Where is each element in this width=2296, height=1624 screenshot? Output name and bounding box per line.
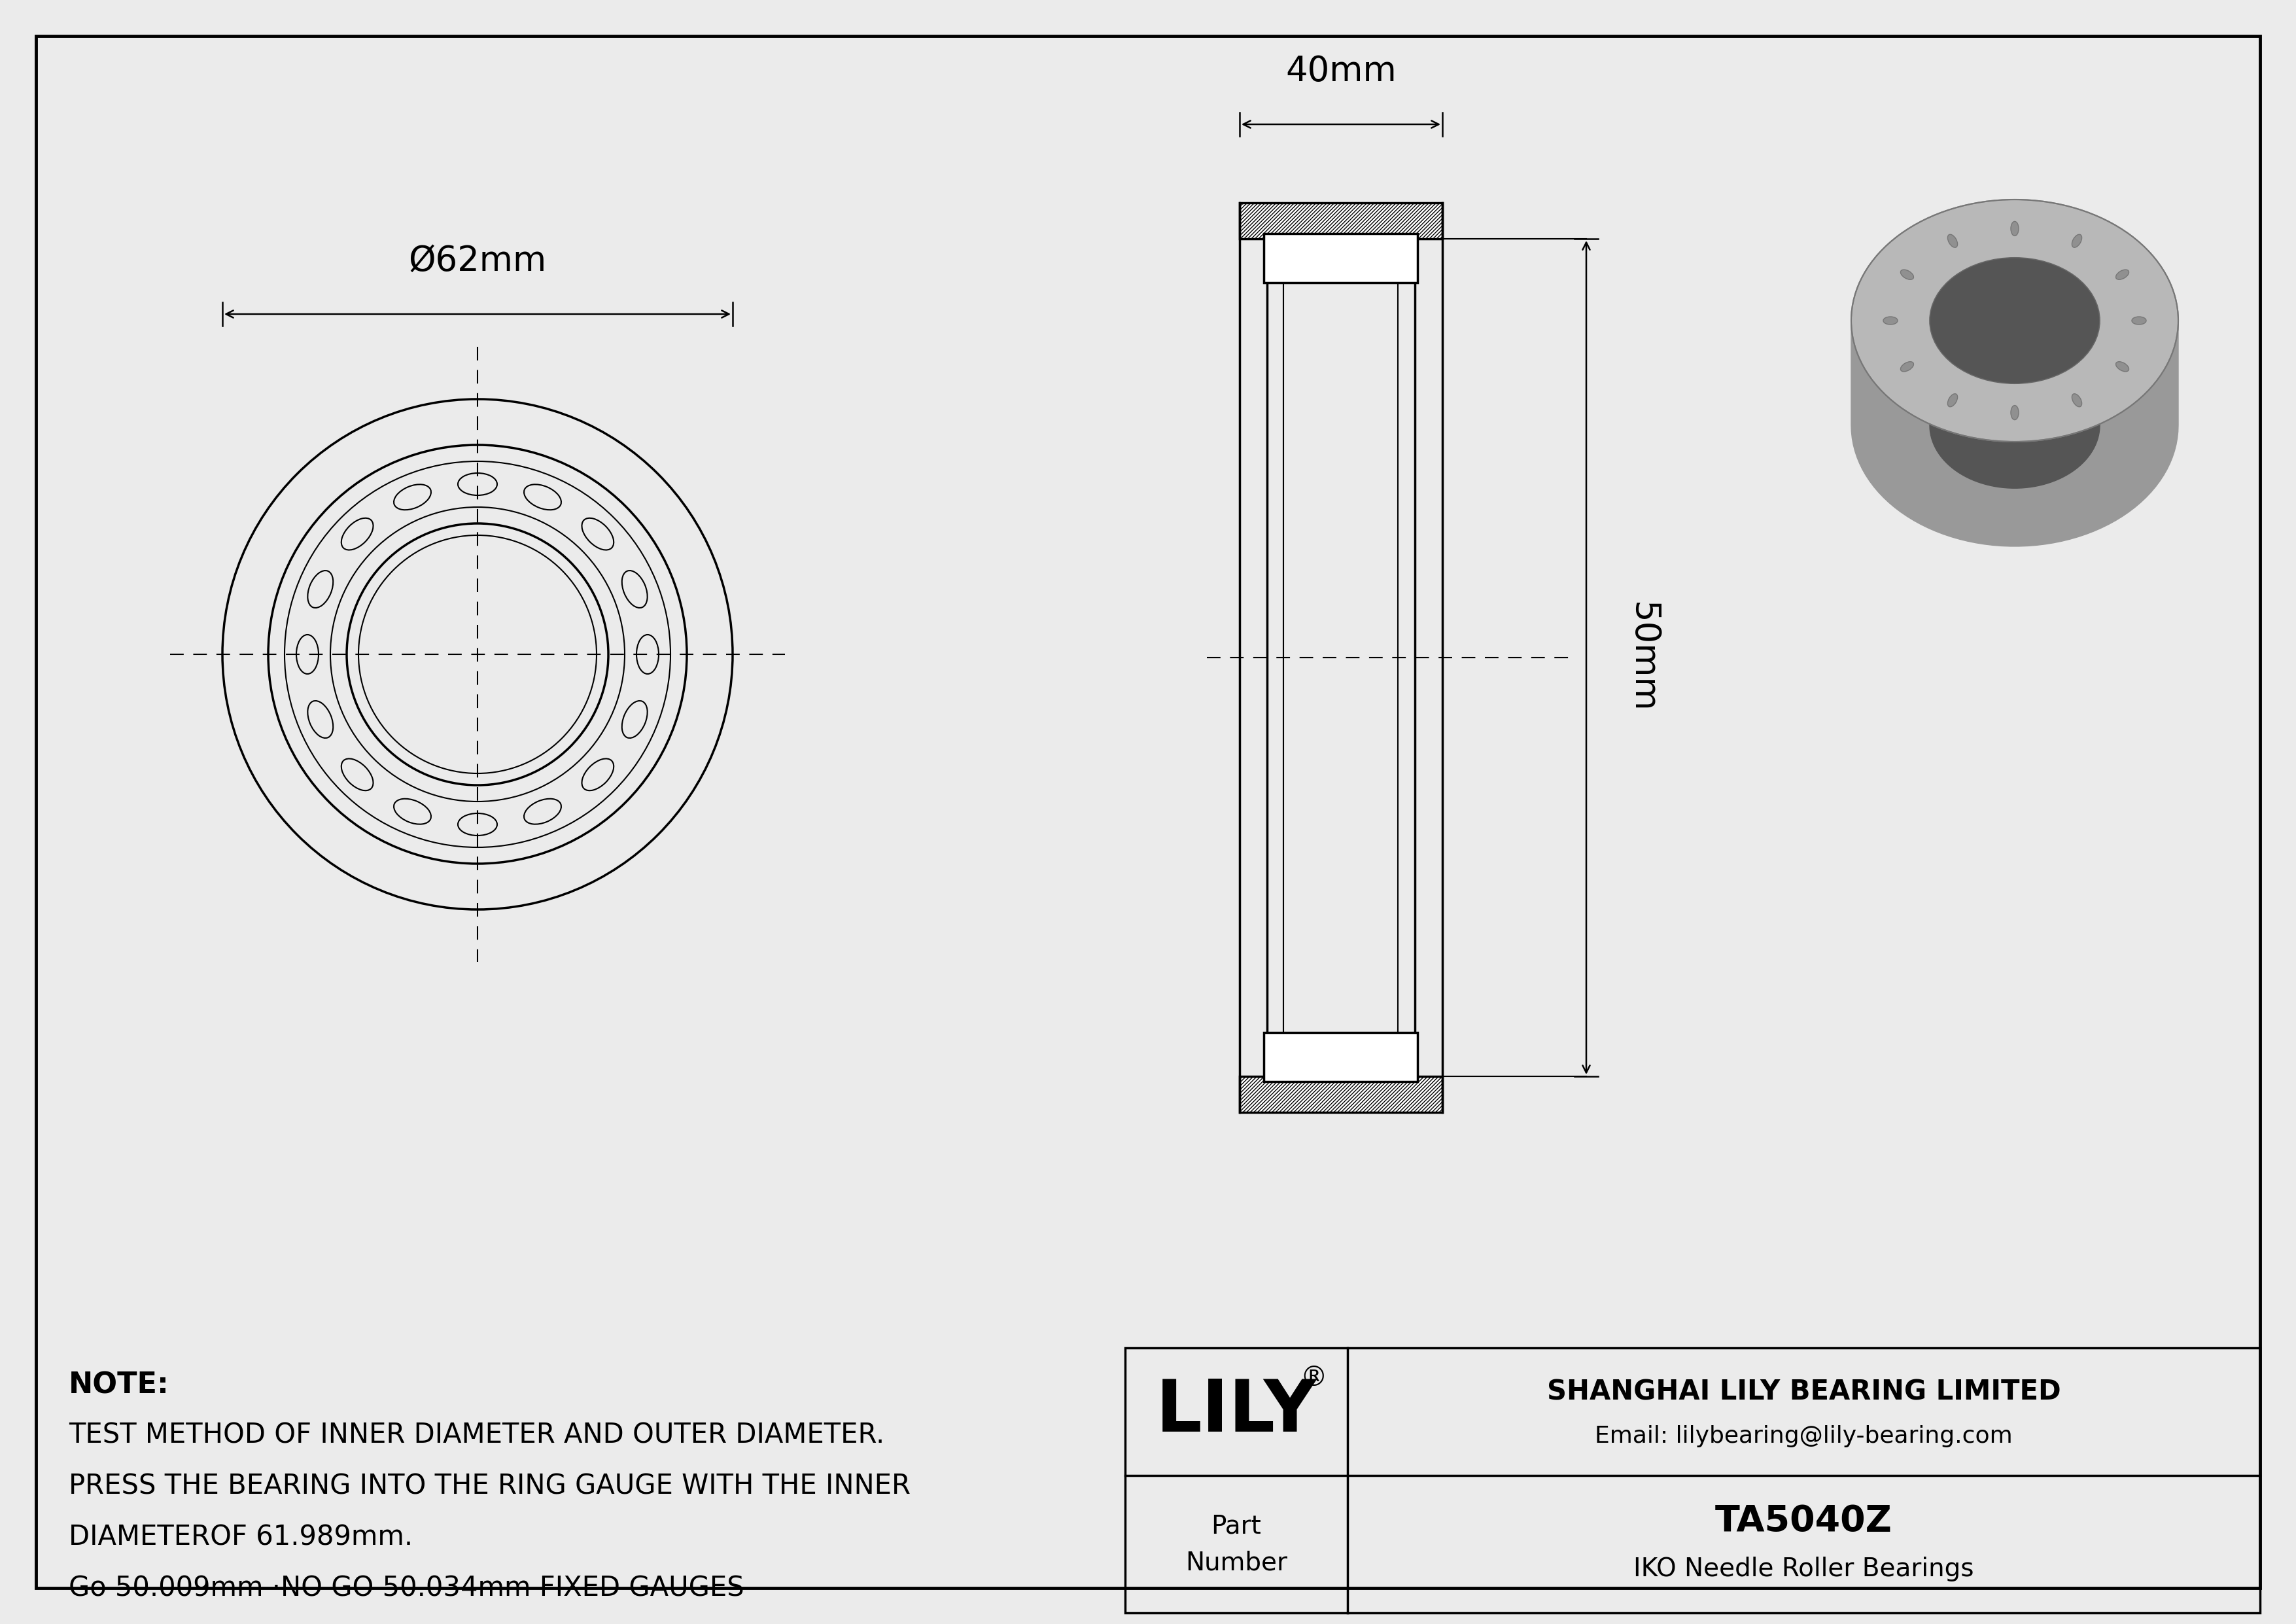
Ellipse shape xyxy=(1947,234,1958,247)
Bar xyxy=(1240,203,1442,239)
Polygon shape xyxy=(1929,320,2101,489)
Text: Part
Number: Part Number xyxy=(1185,1514,1288,1575)
Ellipse shape xyxy=(1947,393,1958,408)
Text: TA5040Z: TA5040Z xyxy=(1715,1504,1892,1540)
Text: 40mm: 40mm xyxy=(1286,54,1396,88)
Text: ®: ® xyxy=(1300,1364,1327,1392)
Ellipse shape xyxy=(2131,317,2147,325)
Ellipse shape xyxy=(2117,362,2128,372)
Text: TEST METHOD OF INNER DIAMETER AND OUTER DIAMETER.: TEST METHOD OF INNER DIAMETER AND OUTER … xyxy=(69,1423,884,1449)
Ellipse shape xyxy=(1929,258,2101,383)
Bar xyxy=(1265,234,1419,283)
Text: 50mm: 50mm xyxy=(1626,603,1660,713)
Text: PRESS THE BEARING INTO THE RING GAUGE WITH THE INNER: PRESS THE BEARING INTO THE RING GAUGE WI… xyxy=(69,1473,912,1501)
Ellipse shape xyxy=(2011,221,2018,235)
Text: Email: lilybearing@lily-bearing.com: Email: lilybearing@lily-bearing.com xyxy=(1596,1426,2014,1447)
Polygon shape xyxy=(1851,320,2179,546)
Text: DIAMETEROF 61.989mm.: DIAMETEROF 61.989mm. xyxy=(69,1523,413,1551)
Ellipse shape xyxy=(1901,362,1913,372)
Ellipse shape xyxy=(1883,317,1896,325)
Text: SHANGHAI LILY BEARING LIMITED: SHANGHAI LILY BEARING LIMITED xyxy=(1548,1379,2062,1406)
Text: IKO Needle Roller Bearings: IKO Needle Roller Bearings xyxy=(1632,1557,1975,1582)
Bar xyxy=(1265,1033,1419,1082)
Text: NOTE:: NOTE: xyxy=(69,1371,170,1398)
Bar xyxy=(1125,1348,2259,1613)
Text: Go 50.009mm ·NO GO 50.034mm FIXED GAUGES: Go 50.009mm ·NO GO 50.034mm FIXED GAUGES xyxy=(69,1575,744,1603)
Ellipse shape xyxy=(2071,234,2082,247)
Text: LILY: LILY xyxy=(1155,1377,1318,1447)
Ellipse shape xyxy=(1901,270,1913,279)
Bar xyxy=(1240,1077,1442,1112)
Ellipse shape xyxy=(2011,406,2018,421)
Text: Ø62mm: Ø62mm xyxy=(409,244,546,278)
Ellipse shape xyxy=(1851,200,2179,442)
Ellipse shape xyxy=(2071,393,2082,408)
Ellipse shape xyxy=(2117,270,2128,279)
